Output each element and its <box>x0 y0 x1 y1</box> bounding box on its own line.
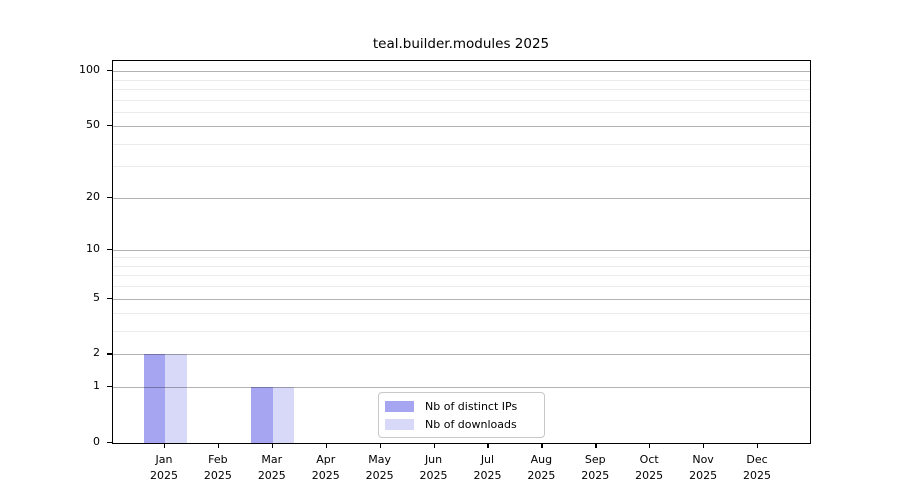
x-tick-label-month: Sep <box>584 453 606 466</box>
x-tick-label-year: 2025 <box>527 469 556 482</box>
x-tick-mark <box>595 443 597 448</box>
x-tick-label-month: Jul <box>480 453 495 466</box>
x-tick-label-year: 2025 <box>203 469 232 482</box>
x-tick-label-month: Jan <box>155 453 173 466</box>
x-tick-label-month: Feb <box>208 453 228 466</box>
y-tick-label: 5 <box>93 290 100 304</box>
y-tick-mark <box>107 297 112 299</box>
x-tick-label-month: Apr <box>316 453 336 466</box>
y-tick-mark <box>107 125 112 127</box>
y-gridline-minor <box>113 99 810 101</box>
x-tick-label-year: 2025 <box>257 469 286 482</box>
y-gridline-major <box>113 298 810 300</box>
x-tick-label-year: 2025 <box>743 469 771 482</box>
legend-item-downloads: Nb of downloads <box>385 418 536 431</box>
y-tick-label: 1 <box>93 379 100 393</box>
y-tick-mark <box>107 248 112 251</box>
y-gridline-minor <box>113 265 810 267</box>
y-tick-mark <box>107 70 112 72</box>
y-gridline-major <box>113 249 810 251</box>
y-gridline-minor <box>113 313 810 315</box>
y-tick-label: 20 <box>86 189 100 203</box>
y-tick-label: 2 <box>93 346 100 360</box>
y-tick-mark <box>107 386 112 388</box>
y-tick-label: 0 <box>93 435 100 448</box>
legend-swatch-distinct-ips <box>385 400 414 412</box>
y-gridline-minor <box>113 143 810 145</box>
x-tick-label-year: 2025 <box>581 469 610 482</box>
y-tick-label: 50 <box>86 118 100 132</box>
y-gridline-major <box>113 354 810 356</box>
y-gridline-minor <box>113 166 810 168</box>
x-tick-label-month: Nov <box>692 453 714 466</box>
y-tick-mark <box>107 442 112 444</box>
x-tick-mark <box>487 443 489 448</box>
x-tick-mark <box>541 443 543 448</box>
y-tick-mark <box>107 353 112 355</box>
y-gridline-major <box>113 126 810 128</box>
legend-label-distinct-ips: Nb of distinct IPs <box>425 399 518 413</box>
y-gridline-minor <box>113 275 810 277</box>
x-tick-mark <box>703 443 705 448</box>
x-tick-label-month: Mar <box>261 453 283 466</box>
x-tick-label-year: 2025 <box>365 469 394 482</box>
plot-area <box>112 60 811 444</box>
x-tick-label-month: Jun <box>424 453 443 466</box>
x-tick-label-month: Aug <box>530 453 553 466</box>
y-gridline-minor <box>113 257 810 259</box>
x-tick-label-month: May <box>368 453 391 466</box>
x-tick-mark <box>757 443 759 448</box>
x-tick-mark <box>649 443 651 448</box>
bar-downloads <box>165 354 187 443</box>
y-tick-label: 10 <box>86 241 100 255</box>
x-axis-line <box>113 442 810 444</box>
x-tick-label-year: 2025 <box>635 469 664 482</box>
y-tick-mark <box>107 196 112 198</box>
x-tick-mark <box>164 443 166 448</box>
y-gridline-minor <box>113 111 810 113</box>
chart-title: teal.builder.modules 2025 <box>372 36 550 52</box>
x-tick-mark <box>325 443 328 448</box>
bar-downloads <box>272 387 295 443</box>
y-gridline-minor <box>113 79 810 81</box>
x-tick-mark <box>379 443 381 448</box>
y-gridline-major <box>113 197 810 199</box>
x-tick-label-year: 2025 <box>311 469 340 482</box>
x-tick-label-year: 2025 <box>473 469 502 482</box>
legend-label-downloads: Nb of downloads <box>425 417 517 431</box>
y-gridline-major <box>113 387 810 389</box>
legend-swatch-downloads <box>385 418 414 430</box>
x-tick-label-month: Oct <box>639 453 659 466</box>
x-tick-label-year: 2025 <box>419 469 448 482</box>
legend-item-distinct-ips: Nb of distinct IPs <box>385 400 536 413</box>
x-tick-label-year: 2025 <box>689 469 718 482</box>
x-tick-mark <box>217 443 220 448</box>
x-tick-label-year: 2025 <box>150 469 178 482</box>
legend: Nb of distinct IPs Nb of downloads <box>378 392 545 438</box>
x-tick-mark <box>271 443 274 448</box>
y-gridline-minor <box>113 331 810 333</box>
y-gridline-minor <box>113 88 810 90</box>
x-tick-mark <box>433 443 435 448</box>
y-gridline-major <box>113 71 810 73</box>
y-gridline-minor <box>113 286 810 288</box>
bar-distinct-ips <box>251 387 273 443</box>
bar-distinct-ips <box>143 354 165 443</box>
y-tick-label: 100 <box>79 63 100 77</box>
x-tick-label-month: Dec <box>746 453 768 466</box>
